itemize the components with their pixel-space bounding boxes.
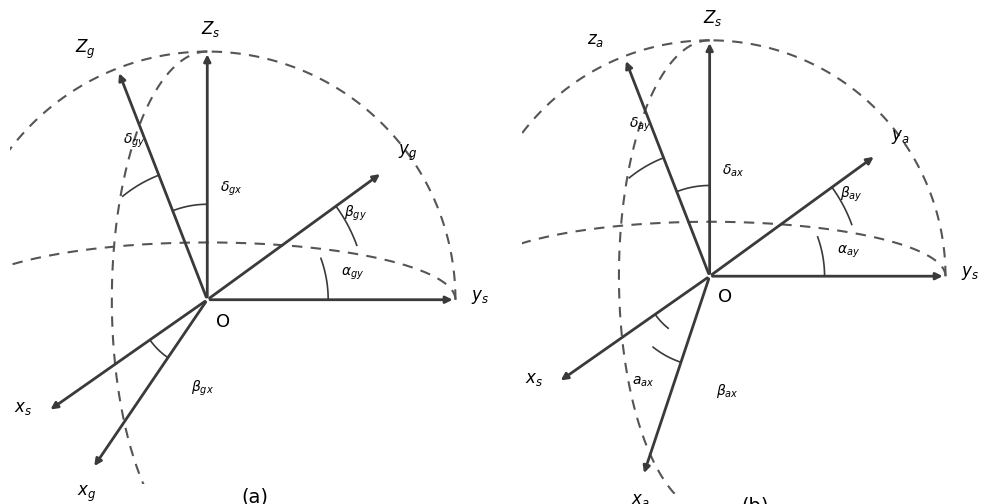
Text: $Z_s$: $Z_s$ xyxy=(703,8,722,28)
Text: O: O xyxy=(718,288,732,306)
Text: (b): (b) xyxy=(741,496,769,504)
Text: $\delta_{gx}$: $\delta_{gx}$ xyxy=(220,179,243,198)
Text: $\beta_{ax}$: $\beta_{ax}$ xyxy=(716,382,738,400)
Text: $x_s$: $x_s$ xyxy=(525,370,543,388)
Text: $\alpha_{gy}$: $\alpha_{gy}$ xyxy=(341,266,364,282)
Text: $\alpha_{ay}$: $\alpha_{ay}$ xyxy=(837,244,860,260)
Text: $y_s$: $y_s$ xyxy=(961,264,979,282)
Text: $y_a$: $y_a$ xyxy=(891,128,910,146)
Text: $\delta_{gy}$: $\delta_{gy}$ xyxy=(123,132,145,150)
Text: $\beta_{ay}$: $\beta_{ay}$ xyxy=(840,185,862,204)
Text: $a_{ax}$: $a_{ax}$ xyxy=(632,375,654,389)
Text: $x_a$: $x_a$ xyxy=(631,491,649,504)
Text: $x_g$: $x_g$ xyxy=(77,484,96,504)
Text: $z_a$: $z_a$ xyxy=(587,31,604,49)
Text: O: O xyxy=(216,313,230,331)
Text: (a): (a) xyxy=(241,487,268,504)
Text: $y_g$: $y_g$ xyxy=(398,143,417,163)
Text: $\delta_{ax}$: $\delta_{ax}$ xyxy=(722,162,744,178)
Text: $\beta_{gy}$: $\beta_{gy}$ xyxy=(344,204,367,223)
Text: $y_s$: $y_s$ xyxy=(471,288,489,305)
Text: $Z_s$: $Z_s$ xyxy=(201,19,220,39)
Text: $\beta_{gx}$: $\beta_{gx}$ xyxy=(191,379,214,399)
Text: $\delta_{ay}$: $\delta_{ay}$ xyxy=(629,116,651,134)
Text: $x_s$: $x_s$ xyxy=(14,399,32,417)
Text: $Z_g$: $Z_g$ xyxy=(75,38,96,61)
